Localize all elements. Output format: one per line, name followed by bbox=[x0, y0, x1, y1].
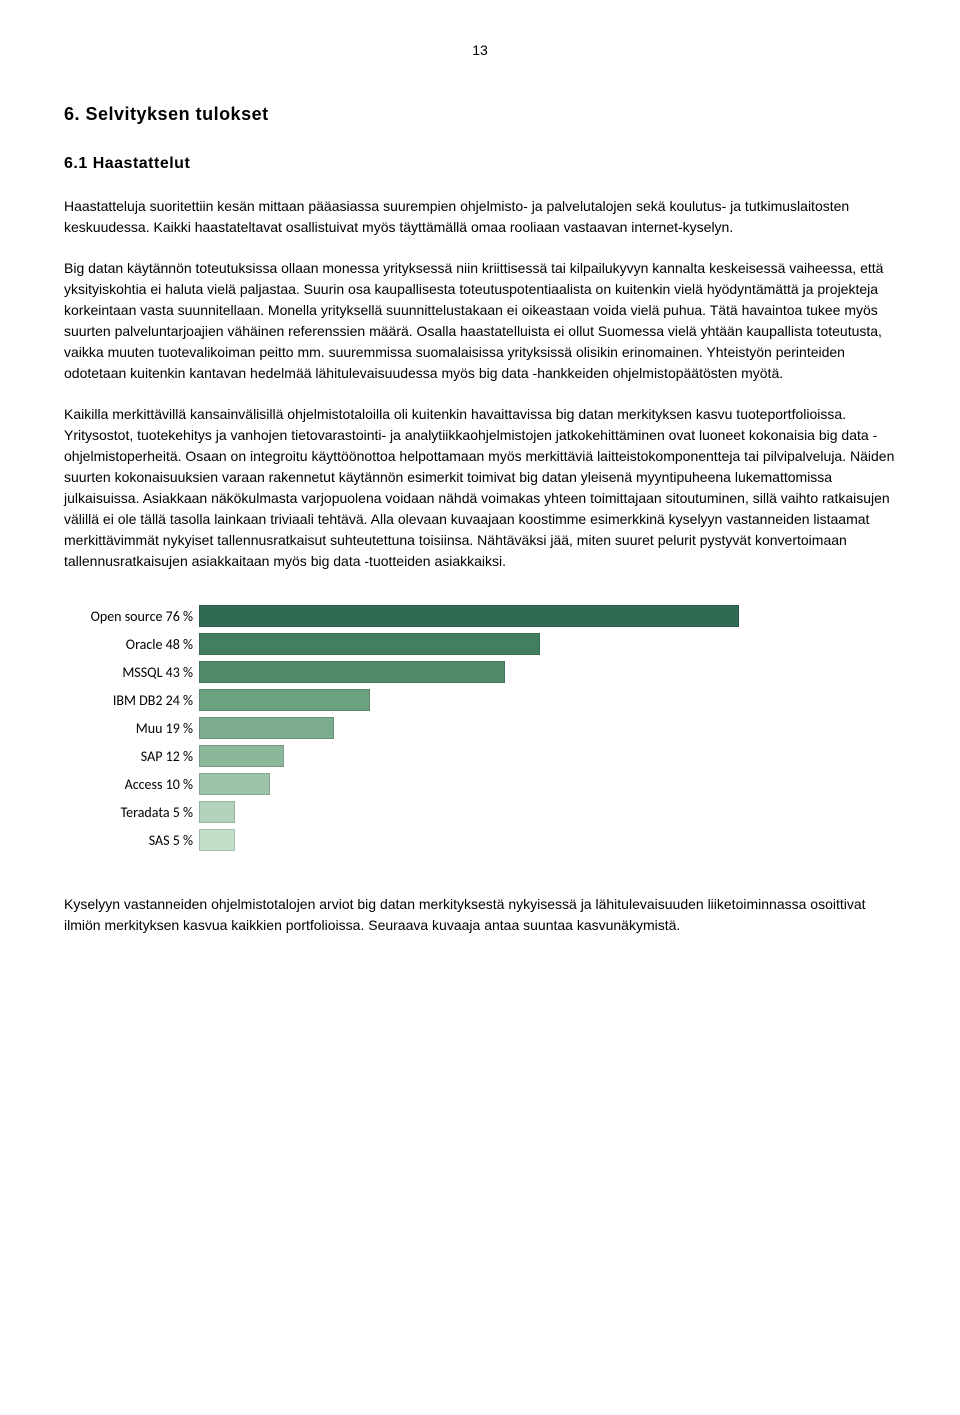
chart-bar bbox=[199, 745, 284, 767]
chart-bar-track bbox=[199, 829, 739, 851]
chart-bar bbox=[199, 661, 505, 683]
chart-bar bbox=[199, 717, 334, 739]
chart-row-label: Oracle 48 % bbox=[64, 634, 199, 655]
chart-row: SAS 5 % bbox=[64, 826, 896, 854]
chart-bar bbox=[199, 829, 235, 851]
section-title: 6. Selvityksen tulokset bbox=[64, 101, 896, 128]
chart-row-label: IBM DB2 24 % bbox=[64, 690, 199, 711]
chart-bar-track bbox=[199, 717, 739, 739]
chart-row: IBM DB2 24 % bbox=[64, 686, 896, 714]
chart-row: Open source 76 % bbox=[64, 602, 896, 630]
chart-row-label: Teradata 5 % bbox=[64, 802, 199, 823]
chart-row: MSSQL 43 % bbox=[64, 658, 896, 686]
chart-row-label: SAP 12 % bbox=[64, 746, 199, 767]
chart-row: Oracle 48 % bbox=[64, 630, 896, 658]
chart-bar-track bbox=[199, 689, 739, 711]
chart-bar bbox=[199, 605, 739, 627]
subsection-title: 6.1 Haastattelut bbox=[64, 152, 896, 176]
chart-bar-track bbox=[199, 633, 739, 655]
chart-bar bbox=[199, 773, 270, 795]
paragraph-intro: Haastatteluja suoritettiin kesän mittaan… bbox=[64, 196, 896, 238]
chart-row: Teradata 5 % bbox=[64, 798, 896, 826]
page-number: 13 bbox=[64, 40, 896, 61]
chart-bar-track bbox=[199, 745, 739, 767]
paragraph-portfolio-growth: Kaikilla merkittävillä kansainvälisillä … bbox=[64, 404, 896, 572]
chart-bar-track bbox=[199, 773, 739, 795]
chart-row-label: Muu 19 % bbox=[64, 718, 199, 739]
chart-row-label: Open source 76 % bbox=[64, 606, 199, 627]
paragraph-closing: Kyselyyn vastanneiden ohjelmistotalojen … bbox=[64, 894, 896, 936]
chart-row-label: MSSQL 43 % bbox=[64, 662, 199, 683]
chart-row: Muu 19 % bbox=[64, 714, 896, 742]
chart-bar bbox=[199, 633, 540, 655]
chart-bar bbox=[199, 689, 370, 711]
chart-bar-track bbox=[199, 661, 739, 683]
chart-row: SAP 12 % bbox=[64, 742, 896, 770]
storage-solutions-chart: Open source 76 % Oracle 48 % MSSQL 43 % IBM… bbox=[64, 602, 896, 854]
chart-bar bbox=[199, 801, 235, 823]
paragraph-bigdata-practice: Big datan käytännön toteutuksissa ollaan… bbox=[64, 258, 896, 384]
chart-row-label: SAS 5 % bbox=[64, 830, 199, 851]
chart-row-label: Access 10 % bbox=[64, 774, 199, 795]
chart-row: Access 10 % bbox=[64, 770, 896, 798]
chart-bar-track bbox=[199, 801, 739, 823]
chart-bar-track bbox=[199, 605, 739, 627]
